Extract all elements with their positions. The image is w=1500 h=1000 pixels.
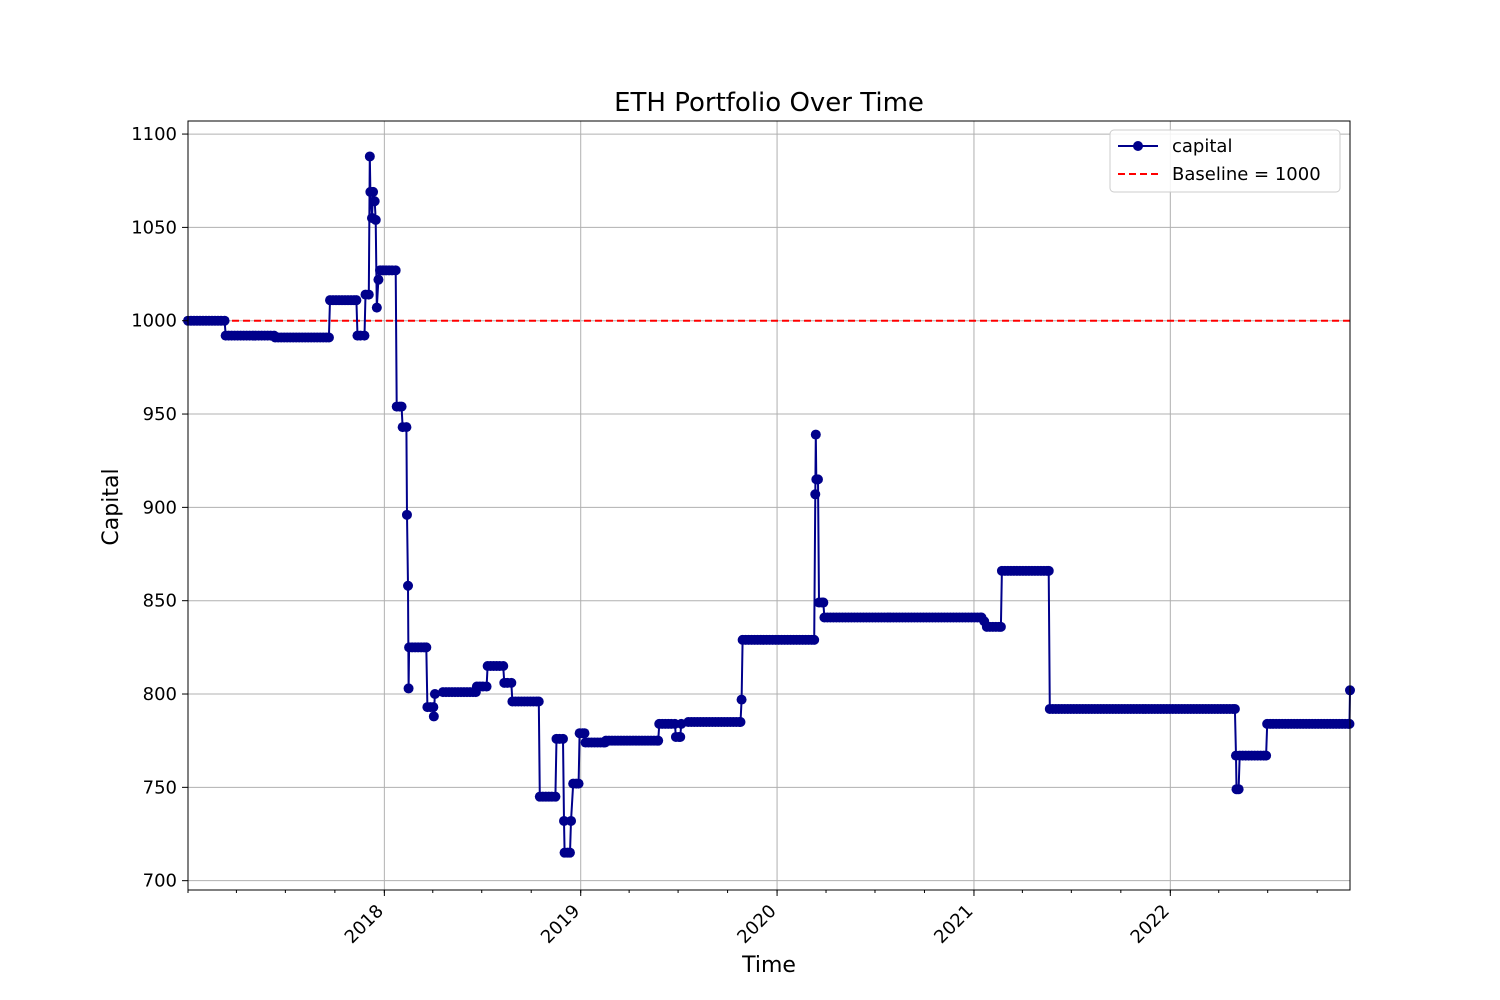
capital-point xyxy=(579,728,590,739)
capital-point xyxy=(675,731,686,742)
capital-point xyxy=(481,681,492,692)
y-axis-label: Capital xyxy=(99,468,124,545)
capital-line xyxy=(188,156,1351,854)
capital-point xyxy=(371,302,382,313)
y-tick-label: 750 xyxy=(143,777,177,798)
capital-point xyxy=(401,509,412,520)
x-tick-label: 2019 xyxy=(537,901,584,948)
capital-point xyxy=(809,634,820,645)
capital-point xyxy=(401,422,412,433)
capital-point xyxy=(566,815,577,826)
capital-point xyxy=(736,694,747,705)
capital-point xyxy=(810,429,821,440)
capital-point xyxy=(369,196,380,207)
x-axis-label: Time xyxy=(741,953,796,978)
legend-capital-marker xyxy=(1133,141,1143,151)
legend-baseline-label: Baseline = 1000 xyxy=(1172,164,1321,185)
capital-point xyxy=(390,265,401,276)
capital-point xyxy=(810,489,821,500)
capital-point xyxy=(1043,565,1054,576)
capital-point xyxy=(564,847,575,858)
capital-point xyxy=(498,661,509,672)
capital-point xyxy=(396,401,407,412)
y-tick-label: 800 xyxy=(143,684,177,705)
x-tick-label: 2018 xyxy=(341,901,388,948)
capital-point xyxy=(363,289,374,300)
capital-point xyxy=(1233,784,1244,795)
y-tick-label: 1050 xyxy=(131,217,177,238)
capital-point xyxy=(559,815,570,826)
legend-capital-label: capital xyxy=(1172,136,1232,157)
x-tick-label: 2021 xyxy=(930,901,977,948)
capital-point xyxy=(428,702,439,713)
grid xyxy=(188,121,1350,890)
x-tick-label: 2020 xyxy=(733,901,780,948)
capital-point xyxy=(812,474,823,485)
y-tick-label: 1000 xyxy=(131,311,177,332)
chart-title: ETH Portfolio Over Time xyxy=(614,88,924,118)
capital-point xyxy=(364,151,375,162)
y-tick-label: 1100 xyxy=(131,124,177,145)
capital-point xyxy=(1261,750,1272,761)
x-axis: 2018 2019 2020 2021 2022 xyxy=(187,890,1318,948)
capital-point xyxy=(219,315,230,326)
capital-point xyxy=(995,621,1006,632)
legend: capital Baseline = 1000 xyxy=(1109,129,1341,193)
y-tick-label: 900 xyxy=(143,497,177,518)
capital-point xyxy=(359,330,370,341)
capital-point xyxy=(550,791,561,802)
capital-point xyxy=(373,274,384,285)
capital-point xyxy=(403,683,414,694)
capital-point xyxy=(653,735,664,746)
capital-point xyxy=(368,186,379,197)
x-tick-label: 2022 xyxy=(1127,901,1174,948)
capital-point xyxy=(573,778,584,789)
legend-box xyxy=(1109,129,1341,193)
plot-frame xyxy=(187,120,1351,891)
capital-series xyxy=(183,151,1355,858)
capital-point xyxy=(557,733,568,744)
capital-point xyxy=(370,214,381,225)
capital-point xyxy=(1344,718,1355,729)
capital-point xyxy=(428,711,439,722)
y-tick-label: 950 xyxy=(143,404,177,425)
capital-point xyxy=(429,689,440,700)
capital-point xyxy=(818,597,829,608)
y-tick-label: 700 xyxy=(143,871,177,892)
capital-point xyxy=(403,580,414,591)
capital-point xyxy=(506,677,517,688)
capital-point xyxy=(735,717,746,728)
capital-point xyxy=(323,332,334,343)
capital-point xyxy=(533,696,544,707)
capital-point xyxy=(1229,703,1240,714)
y-axis: 700 750 800 850 900 950 1000 1050 1100 xyxy=(131,124,188,892)
capital-point xyxy=(351,295,362,306)
capital-point xyxy=(421,642,432,653)
y-tick-label: 850 xyxy=(143,591,177,612)
